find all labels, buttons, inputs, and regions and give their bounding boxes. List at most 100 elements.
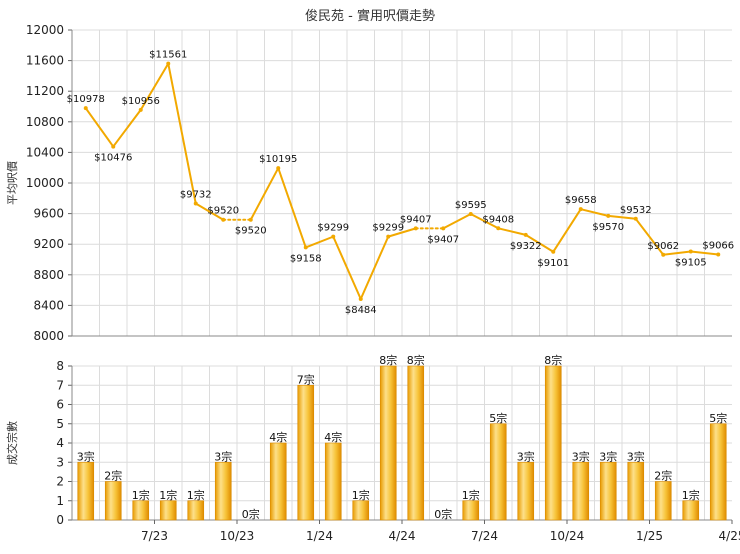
bar-value-label: 3宗 [572,449,590,463]
price-line-segment [662,250,692,256]
bar-value-label: 8宗 [544,353,562,367]
bar-mark [297,384,315,521]
bar-mark [517,461,535,521]
line-y-tick-label: 9600 [33,207,64,221]
price-point [221,217,226,222]
bar-y-axis-label: 成交宗數 [5,421,19,465]
bar-y-tick-label: 8 [56,359,64,373]
price-point-label: $9658 [565,195,597,206]
bar-mark [132,500,150,521]
price-point-label: $9520 [207,206,239,217]
bar-y-tick-label: 0 [56,513,64,527]
price-point-label: $9062 [647,241,679,252]
price-point-label: $9408 [482,214,514,225]
line-y-tick-label: 10800 [26,115,64,129]
line-y-tick-label: 9200 [33,237,64,251]
price-point [633,216,638,221]
price-point-label: $9158 [290,253,322,264]
bar-mark [379,365,397,521]
price-point-label: $9407 [400,214,432,225]
price-point [193,201,198,206]
price-line-segment [359,235,390,300]
price-point [138,107,143,112]
bar-value-label: 1宗 [132,488,150,502]
price-point [441,226,446,231]
bar-mark [462,500,480,521]
price-point-label: $9520 [235,226,267,237]
bar-value-label: 3宗 [214,449,232,463]
line-y-tick-label: 11600 [26,54,64,68]
bar-y-tick-label: 3 [56,455,64,469]
bar-mark [709,423,727,521]
price-line-segment [469,212,500,230]
price-line-segment [552,208,582,253]
bar-value-label: 1宗 [159,488,177,502]
x-tick-label: 4/24 [389,529,416,543]
bar-mark [77,461,95,521]
bar-value-label: 2宗 [654,469,672,483]
bar-y-tick-label: 1 [56,494,64,508]
bar-value-label: 4宗 [324,430,342,444]
bar-mark [269,442,287,521]
line-y-tick-label: 10400 [26,145,64,159]
bar-y-tick-label: 4 [56,436,64,450]
price-line-segment [139,62,170,111]
bar-mark [352,500,370,521]
bar-value-label: 2宗 [104,469,122,483]
price-line-segment [249,167,280,221]
price-point [303,245,308,250]
bar-value-label: 1宗 [187,488,205,502]
chart-title: 俊民苑 - 實用呎價走勢 [305,8,435,24]
bar-mark [682,500,700,521]
bar-value-label: 3宗 [599,449,617,463]
price-point-label: $9595 [455,200,487,211]
price-point-label: $10956 [122,96,160,107]
bar-mark [407,365,425,521]
price-point-label: $8484 [345,305,377,316]
price-line-segment [607,214,637,220]
bar-mark [489,423,507,521]
price-point-label: $9732 [180,190,212,201]
bar-mark [324,442,342,521]
price-point [661,252,666,257]
price-line-segment [332,235,362,300]
price-line-segment [442,212,472,230]
price-point [166,61,171,66]
price-point-label: $9101 [537,258,569,269]
bar-value-label: 1宗 [682,488,700,502]
bar-value-label: 4宗 [269,430,287,444]
price-point-label: $9570 [592,222,624,233]
price-point-label: $11561 [149,50,187,61]
price-line-segment [84,107,115,148]
price-point-label: $9299 [372,223,404,234]
price-point-label: $9532 [620,205,652,216]
price-point [578,207,583,212]
price-point-label: $9407 [427,234,459,245]
bar-mark [627,461,645,521]
price-point-label: $10476 [94,153,132,164]
x-tick-label: 7/23 [141,529,168,543]
bar-mark [159,500,177,521]
price-point [413,226,418,231]
bar-value-label: 5宗 [489,411,507,425]
x-tick-label: 10/23 [220,529,255,543]
bar-value-label: 8宗 [379,353,397,367]
bar-value-label: 3宗 [517,449,535,463]
bar-mark [104,481,122,521]
price-point [83,106,88,111]
bar-value-label: 3宗 [627,449,645,463]
price-point [276,166,281,171]
price-point [496,226,501,231]
line-y-axis-label: 平均呎價 [5,161,19,205]
bar-value-label: 7宗 [297,372,315,386]
price-point-label: $10195 [259,154,297,165]
bar-value-label: 3宗 [77,449,95,463]
bar-mark [572,461,590,521]
bar-y-tick-label: 7 [56,378,64,392]
bar-mark [187,500,205,521]
x-tick-label: 1/25 [636,529,663,543]
bar-value-label: 0宗 [434,507,452,521]
price-point [111,144,116,149]
price-point [688,249,693,254]
bar-value-label: 5宗 [709,411,727,425]
